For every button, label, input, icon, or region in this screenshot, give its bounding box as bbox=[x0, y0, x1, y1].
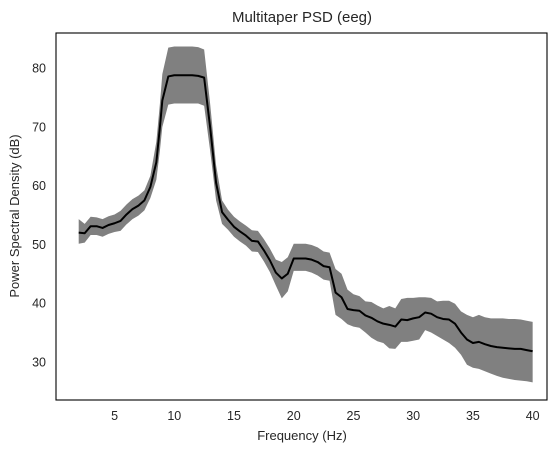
y-tick-label: 40 bbox=[32, 297, 46, 311]
confidence-band-0 bbox=[78, 46, 533, 383]
y-axis-label: Power Spectral Density (dB) bbox=[7, 134, 22, 297]
x-tick-label: 40 bbox=[526, 409, 540, 423]
confidence-band-layer bbox=[78, 46, 533, 383]
chart-title: Multitaper PSD (eeg) bbox=[232, 9, 372, 26]
x-tick-label: 25 bbox=[347, 409, 361, 423]
x-tick-label: 35 bbox=[466, 409, 480, 423]
x-tick-label: 5 bbox=[111, 409, 118, 423]
y-tick-label: 80 bbox=[32, 62, 46, 76]
y-tick-label: 60 bbox=[32, 179, 46, 193]
y-tick-label: 30 bbox=[32, 355, 46, 369]
mean-psd-layer bbox=[78, 74, 533, 353]
plot-area bbox=[55, 32, 548, 401]
x-tick-label: 10 bbox=[167, 409, 181, 423]
x-tick-label: 15 bbox=[227, 409, 241, 423]
x-tick-label: 20 bbox=[287, 409, 301, 423]
x-axis-ticks: 5 10 15 20 25 30 35 40 bbox=[111, 409, 540, 423]
plot-frame bbox=[55, 32, 548, 401]
x-tick-label: 30 bbox=[406, 409, 420, 423]
y-tick-label: 70 bbox=[32, 120, 46, 134]
y-axis-ticks: 30 40 50 60 70 80 bbox=[32, 62, 46, 370]
y-tick-label: 50 bbox=[32, 238, 46, 252]
mean-psd-line-0 bbox=[78, 74, 533, 353]
x-axis-label: Frequency (Hz) bbox=[257, 428, 347, 443]
